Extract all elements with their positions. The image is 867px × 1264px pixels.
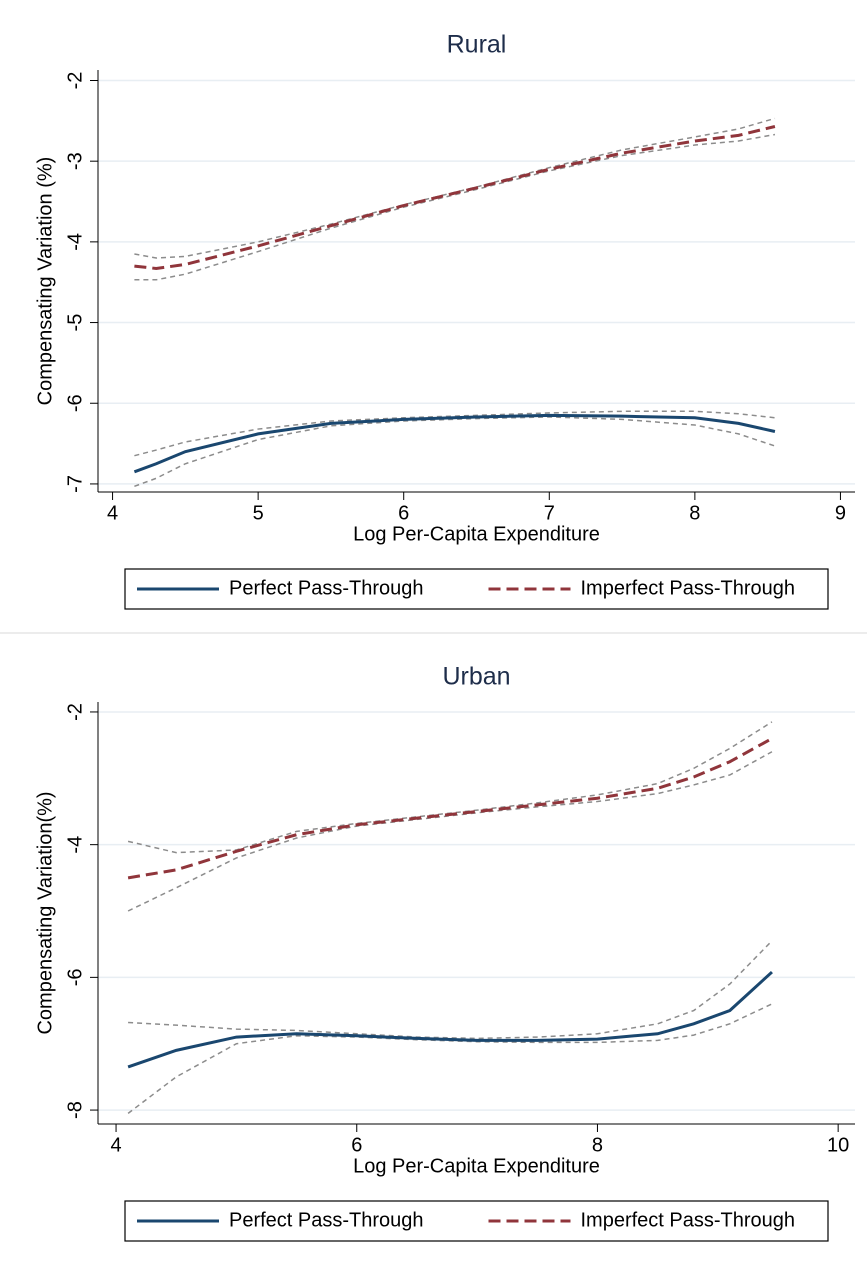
x-tick-label: 6	[398, 502, 409, 524]
y-axis-title: Compensating Variation(%)	[34, 791, 56, 1034]
confidence-line	[134, 133, 776, 281]
series-line	[127, 970, 773, 1069]
legend-label: Imperfect Pass-Through	[581, 1209, 796, 1231]
confidence-line	[134, 117, 776, 259]
y-tick-label: -8	[64, 1101, 86, 1119]
y-tick-label: -7	[64, 475, 86, 493]
y-tick-label: -2	[64, 72, 86, 90]
series-line	[134, 125, 776, 271]
legend-box	[124, 568, 829, 610]
y-tick-label: -6	[64, 394, 86, 412]
x-tick-label: 4	[107, 502, 118, 524]
legend-label: Perfect Pass-Through	[229, 577, 424, 599]
x-tick-label: 8	[689, 502, 700, 524]
confidence-line	[134, 416, 776, 488]
chart-title: Rural	[447, 31, 507, 59]
confidence-line	[127, 751, 773, 912]
x-tick-label: 10	[827, 1134, 849, 1156]
y-tick-label: -2	[64, 703, 86, 721]
y-tick-label: -4	[64, 233, 86, 251]
x-tick-label: 5	[253, 502, 264, 524]
legend-label: Perfect Pass-Through	[229, 1209, 424, 1231]
series-line	[133, 413, 776, 474]
y-axis-title: Compensating Variation (%)	[34, 157, 56, 406]
x-tick-label: 7	[544, 502, 555, 524]
y-tick-label: -3	[64, 152, 86, 170]
y-tick-label: -4	[64, 836, 86, 854]
chart-title: Urban	[442, 663, 510, 691]
legend-label: Imperfect Pass-Through	[581, 577, 796, 599]
legend-box	[124, 1200, 829, 1242]
y-tick-label: -6	[64, 968, 86, 986]
y-tick-label: -5	[64, 314, 86, 332]
confidence-line	[128, 940, 773, 1040]
x-tick-label: 9	[835, 502, 846, 524]
x-tick-label: 4	[110, 1134, 121, 1156]
x-axis-title: Log Per-Capita Expenditure	[353, 1155, 600, 1177]
confidence-line	[134, 410, 776, 457]
x-axis-title: Log Per-Capita Expenditure	[353, 523, 600, 545]
x-tick-label: 6	[351, 1134, 362, 1156]
series-line	[127, 737, 773, 880]
x-tick-label: 8	[592, 1134, 603, 1156]
